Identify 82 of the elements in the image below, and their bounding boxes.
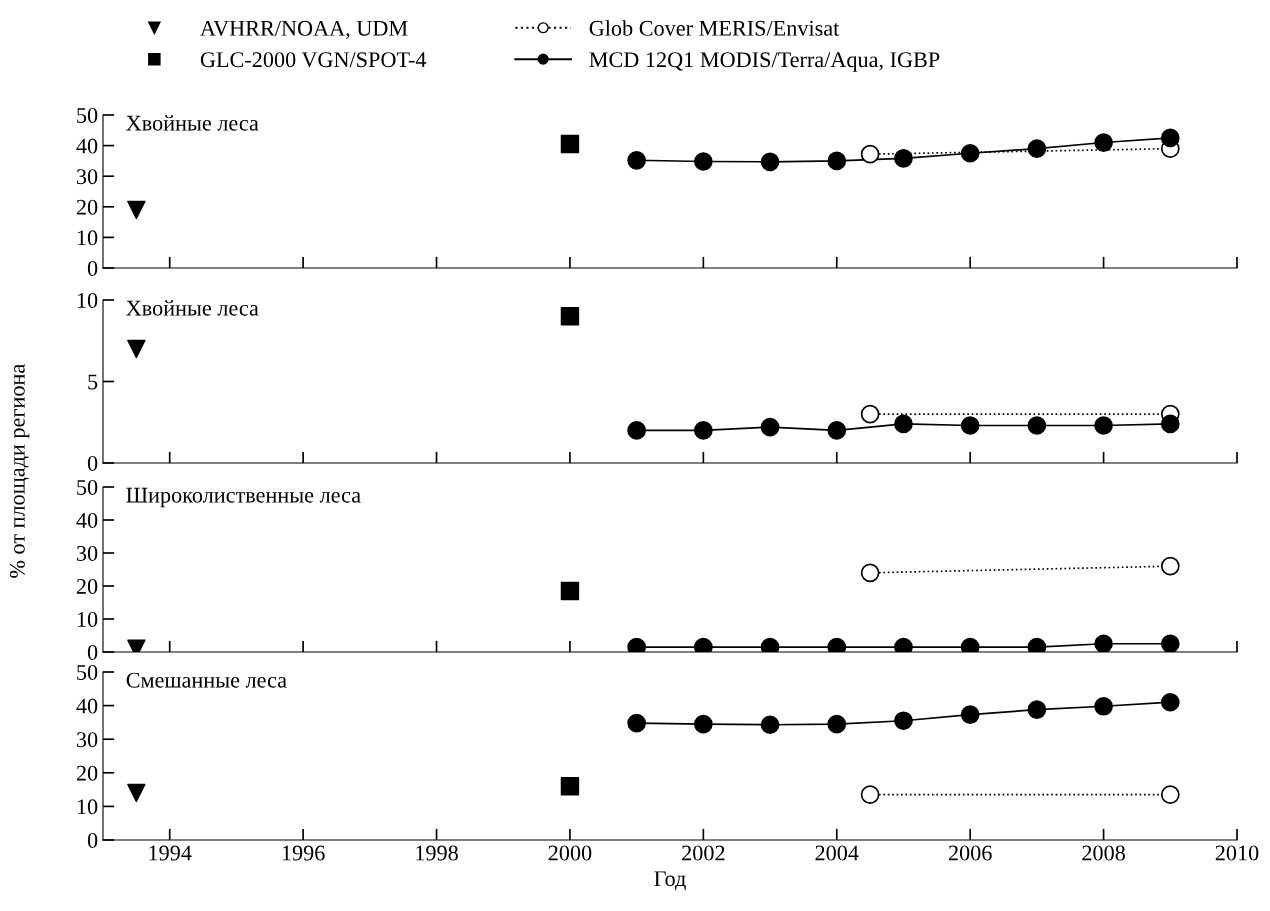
x-axis-title: Год <box>654 871 686 891</box>
chart-title: Хвойные леса <box>126 300 259 316</box>
point <box>1160 128 1180 148</box>
y-tick-label: 20 <box>76 578 98 594</box>
point <box>1094 634 1113 652</box>
legend-label: GLC-2000 VGN/SPOT-4 <box>200 52 427 68</box>
y-tick-label: 5 <box>88 374 98 390</box>
y-tick-label: 0 <box>87 260 98 276</box>
point <box>560 307 580 326</box>
point <box>960 416 980 435</box>
y-tick-label: 10 <box>77 611 98 627</box>
y-tick-label: 20 <box>76 199 98 215</box>
chart-title: Смешанные леса <box>126 672 287 688</box>
point <box>694 421 713 440</box>
point <box>860 144 880 164</box>
point <box>894 414 913 434</box>
point <box>560 134 580 154</box>
y-tick-label: 50 <box>77 107 98 123</box>
point <box>127 339 146 359</box>
y-axis-title: % от площади региона <box>9 364 30 578</box>
point <box>627 713 646 733</box>
point <box>560 581 580 601</box>
chart-title: Широколиственные леса <box>126 487 361 508</box>
point <box>694 152 713 171</box>
point <box>1094 133 1113 152</box>
point <box>1027 416 1047 435</box>
legend-label: MCD 12Q1 MODIS/Terra/Aqua, IGBP <box>589 52 940 72</box>
point <box>827 151 847 171</box>
point <box>827 714 847 734</box>
point <box>894 711 913 731</box>
point <box>127 200 146 220</box>
x-tick-label: 2002 <box>682 845 725 861</box>
y-tick-label: 40 <box>76 138 98 154</box>
point <box>760 417 780 437</box>
point <box>894 149 913 168</box>
point <box>1160 634 1180 652</box>
y-tick-label: 30 <box>76 169 98 185</box>
y-tick-label: 50 <box>77 664 98 680</box>
point <box>1160 785 1180 804</box>
x-tick-label: 1998 <box>416 845 458 861</box>
x-tick-label: 1996 <box>282 845 325 861</box>
y-tick-label: 40 <box>76 698 98 714</box>
x-tick-label: 2008 <box>1082 845 1125 861</box>
point <box>627 150 646 170</box>
point <box>1027 139 1047 158</box>
point <box>1094 696 1113 716</box>
y-tick-label: 20 <box>76 765 98 781</box>
point <box>960 143 980 163</box>
y-tick-label: 0 <box>87 455 98 471</box>
point <box>560 777 580 796</box>
y-tick-label: 10 <box>77 292 98 308</box>
point <box>1160 692 1180 712</box>
legend-label: Glob Cover MERIS/Envisat <box>589 20 840 36</box>
x-tick-label: 2004 <box>815 845 859 861</box>
y-tick-label: 30 <box>76 732 98 748</box>
point <box>860 563 880 583</box>
point <box>627 421 646 440</box>
x-tick-label: 1994 <box>149 845 192 861</box>
point <box>1027 700 1047 719</box>
y-tick-label: 0 <box>87 832 98 848</box>
x-tick-label: 2010 <box>1215 845 1259 861</box>
legend-label: AVHRR/NOAA, UDM <box>200 20 408 39</box>
point <box>127 783 146 803</box>
x-tick-label: 2006 <box>948 845 992 861</box>
y-tick-label: 10 <box>77 799 98 815</box>
y-tick-label: 0 <box>87 644 98 660</box>
y-tick-label: 30 <box>76 545 98 561</box>
point <box>694 714 713 734</box>
point <box>860 404 880 424</box>
x-tick-label: 2000 <box>548 845 592 861</box>
point <box>960 705 980 725</box>
y-tick-label: 10 <box>77 230 98 246</box>
point <box>1160 414 1180 434</box>
point <box>760 715 780 735</box>
point <box>860 785 880 804</box>
point <box>827 421 847 440</box>
y-tick-label: 40 <box>76 512 98 528</box>
point <box>1160 556 1180 576</box>
y-tick-label: 50 <box>77 479 98 495</box>
point <box>760 152 780 172</box>
point <box>1094 416 1113 435</box>
chart-title: Хвойные леса <box>126 115 259 131</box>
